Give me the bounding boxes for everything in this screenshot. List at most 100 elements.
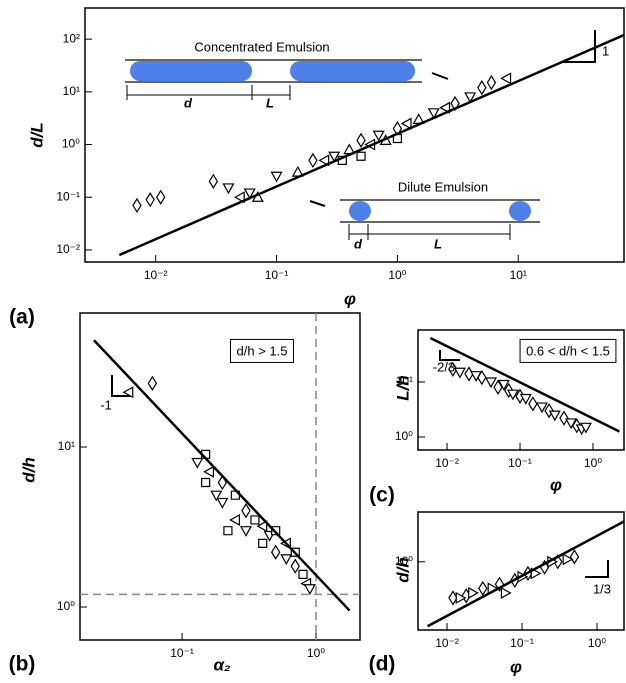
x-tick-label: 10⁰ [584,456,602,470]
x-axis-label: φ [344,289,356,308]
annotation: d [354,236,363,251]
data-point [486,74,497,91]
data-point [506,389,519,401]
y-tick-label: 10⁰ [395,429,413,443]
plot-area [80,313,360,640]
fit-line [426,520,624,628]
data-point [453,367,466,379]
annotation: Dilute Emulsion [398,179,488,194]
data-point [250,515,260,525]
data-point [356,132,366,149]
data-point [519,393,532,405]
data-point [191,457,204,469]
data-point [500,586,512,599]
data-point [223,526,233,536]
annotation: L [434,236,442,251]
annotation: 0.6 < d/h < 1.5 [526,343,610,358]
data-point [258,538,268,548]
y-tick-label: 10¹ [396,374,413,388]
data-point [559,410,569,426]
x-tick-label: 10⁰ [307,646,325,660]
data-point [448,590,458,606]
x-axis-label: α₂ [213,655,231,674]
data-point [216,497,229,509]
data-point [484,377,497,389]
data-point [372,130,385,142]
plot-area [429,336,620,436]
data-point [493,379,503,395]
panel-label: (a) [9,306,35,329]
data-point [500,72,512,85]
x-tick-label: 10⁻² [144,268,168,282]
data-point [239,526,252,537]
data-point [470,371,483,382]
data-point [270,171,283,183]
y-tick-label: 10⁰ [395,554,413,568]
y-tick-label: 10¹ [58,439,75,453]
plot-area [426,520,624,628]
data-point [155,189,166,205]
data-point [243,188,256,200]
data-point [448,361,458,377]
data-point [233,191,245,204]
data-point [328,151,341,163]
data-point [569,549,580,565]
data-point [256,520,268,533]
annotation: Concentrated Emulsion [194,39,329,54]
data-point [298,569,308,579]
y-axis-label: L/h [393,375,412,401]
inset-concentrated [125,59,449,100]
annotation: d [184,95,193,110]
annotation: L [266,95,274,110]
data-point [562,553,574,566]
x-tick-label: 10⁻² [435,636,459,650]
x-tick-label: 10⁻¹ [510,636,534,650]
data-point [122,386,134,399]
data-point [455,591,467,604]
x-tick-label: 10¹ [510,268,527,282]
y-axis-label: d/h [393,557,412,583]
data-point [210,490,223,502]
data-point [241,503,251,519]
y-tick-label: 10⁻² [56,242,80,256]
data-point [222,183,235,195]
data-point [528,396,538,412]
y-tick-label: 10⁰ [57,599,75,613]
data-point [290,558,300,574]
annotation: 1/3 [593,581,611,596]
data-point [145,191,155,208]
x-tick-label: 10⁻¹ [170,646,194,660]
data-point [280,554,293,566]
data-point [497,379,510,391]
data-point [229,513,240,526]
x-tick-label: 10⁻² [435,456,459,470]
annotation: 1 [602,43,609,58]
data-point [308,152,318,169]
data-point [565,418,578,430]
data-point [548,410,561,422]
y-axis-label: d/L [27,122,46,148]
data-point [439,101,451,114]
data-point [147,375,158,391]
data-point [356,151,366,161]
data-point [427,108,440,120]
annotation: -1 [100,397,112,412]
panel-label: (d) [369,653,396,676]
y-tick-label: 10¹ [63,84,80,98]
annotation-box [230,338,294,363]
plot-frame [417,329,625,451]
y-tick-label: 10² [63,31,80,45]
annotation: d/h > 1.5 [237,343,288,358]
fit-line [429,336,620,433]
panel-label: (b) [9,653,36,676]
inset-dilute [309,199,540,240]
data-point [494,576,505,592]
plot-frame [79,312,361,641]
data-point [468,586,479,599]
x-tick-label: 10⁰ [588,636,606,650]
fit-line [118,33,624,257]
plot-area [118,33,624,257]
data-point [208,173,219,190]
y-axis-label: d/h [19,457,38,483]
slope-markers [111,30,609,578]
